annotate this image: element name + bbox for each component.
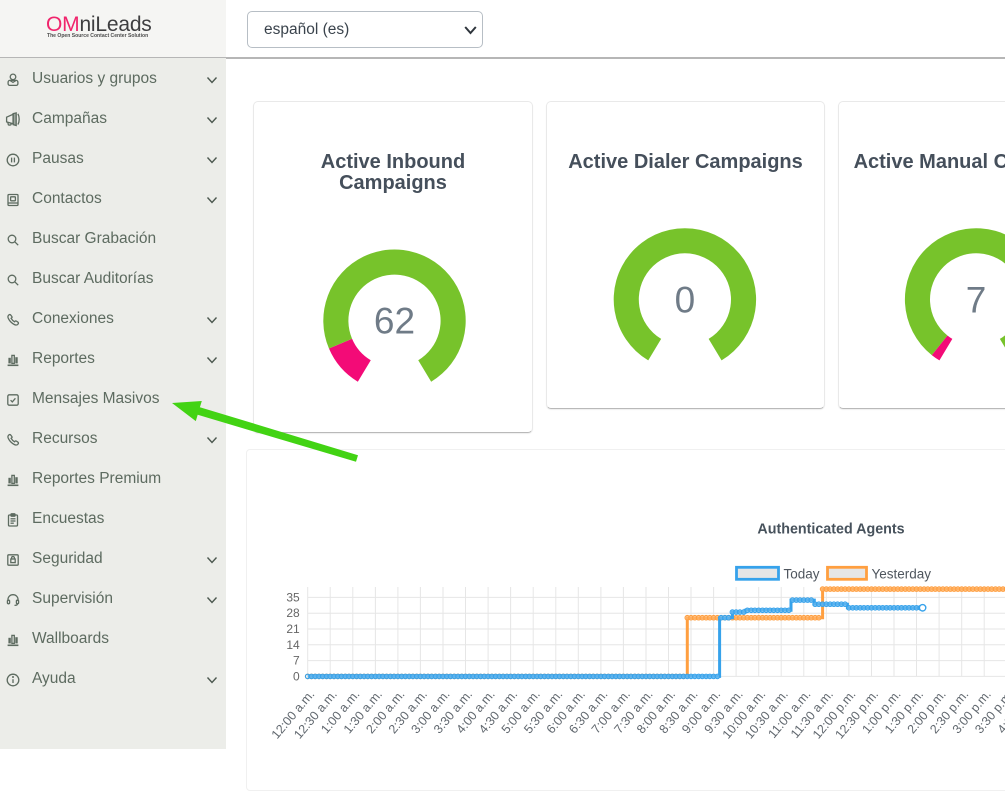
svg-text:Authenticated Agents: Authenticated Agents <box>757 522 904 538</box>
svg-text:0: 0 <box>293 669 300 683</box>
svg-text:28: 28 <box>286 606 300 620</box>
svg-text:Yesterday: Yesterday <box>872 567 932 582</box>
svg-text:35: 35 <box>286 590 300 604</box>
svg-text:14: 14 <box>286 638 300 652</box>
svg-text:7: 7 <box>293 654 300 668</box>
svg-text:Today: Today <box>784 567 820 582</box>
svg-text:21: 21 <box>286 622 300 636</box>
